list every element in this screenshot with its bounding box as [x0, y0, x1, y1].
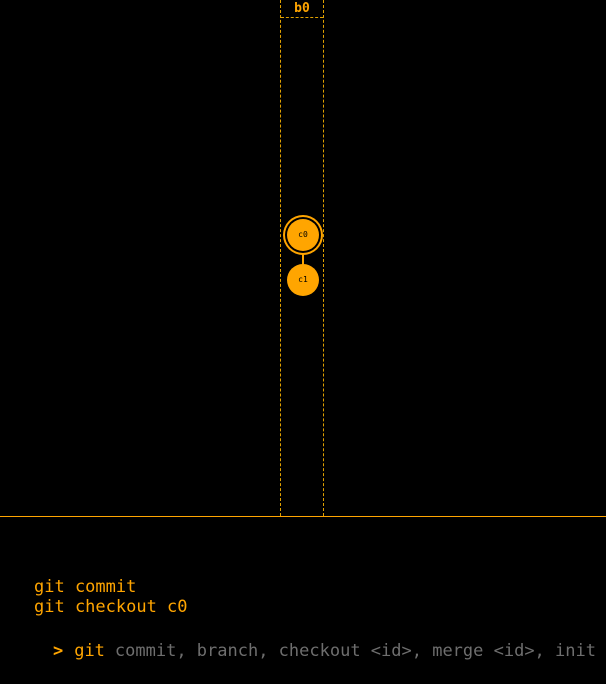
branch-lane-b0: b0 [280, 0, 324, 516]
command-input[interactable] [114, 640, 606, 662]
commit-edge [302, 250, 304, 268]
commit-node-c0[interactable]: c0 [287, 219, 319, 251]
commit-node-c1[interactable]: c1 [287, 264, 319, 296]
console-divider [0, 516, 606, 517]
branch-label[interactable]: b0 [281, 0, 323, 18]
history-line: git checkout c0 [34, 597, 188, 617]
prompt-symbol: > [52, 641, 64, 661]
command-prompt-line: > git [12, 618, 606, 662]
commit-graph-area: b0 c0 c1 [280, 0, 324, 516]
command-prefix: git [74, 641, 105, 661]
history-line: git commit [34, 577, 137, 597]
command-console: git commit git checkout c0 > git [0, 517, 606, 662]
